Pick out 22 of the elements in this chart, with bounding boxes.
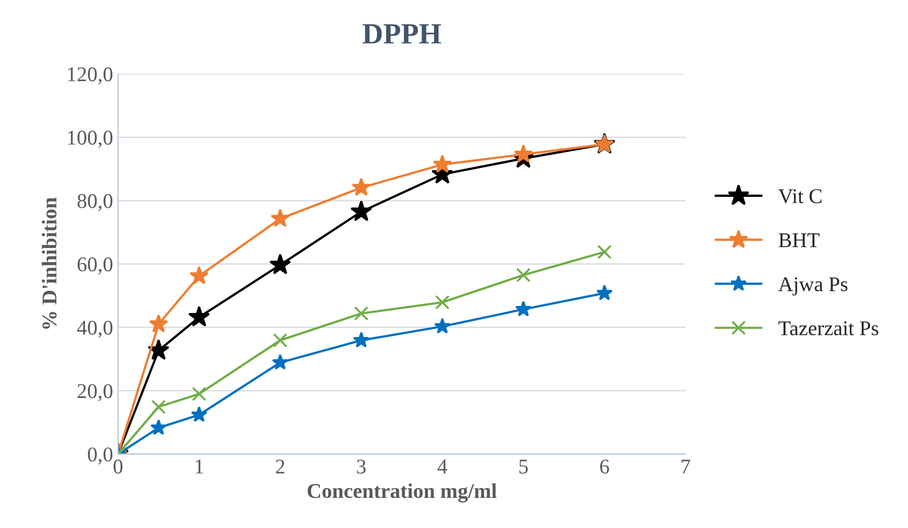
x-tick-label: 5 (519, 460, 528, 474)
y-tick-label: 120,0 (68, 67, 112, 84)
y-tick-label: 60,0 (78, 257, 112, 274)
x-tick-label: 6 (600, 460, 610, 474)
y-tick-label: 40,0 (77, 320, 112, 338)
legend-label: Tazerzait Ps (778, 321, 878, 336)
x-tick-label: 0 (114, 460, 122, 474)
y-tick-label: 20,0 (78, 384, 112, 402)
x-tick-label: 2 (276, 460, 284, 474)
x-tick-label: 4 (438, 460, 448, 474)
y-axis-title: % D'inhibition (42, 197, 57, 329)
legend-label: Ajwa Ps (778, 277, 848, 296)
x-axis-title: Concentration mg/ml (308, 483, 497, 502)
x-tick-label: 7 (682, 460, 690, 474)
legend-label: BHT (778, 233, 820, 248)
legend-label: Vit C (778, 189, 822, 204)
x-tick-label: 1 (196, 460, 204, 474)
y-tick-label: 0,0 (88, 447, 112, 465)
y-tick-label: 80,0 (78, 194, 112, 212)
y-tick-label: 100,0 (68, 130, 112, 148)
x-tick-label: 3 (357, 460, 366, 474)
chart-title: DPPH (362, 24, 441, 44)
